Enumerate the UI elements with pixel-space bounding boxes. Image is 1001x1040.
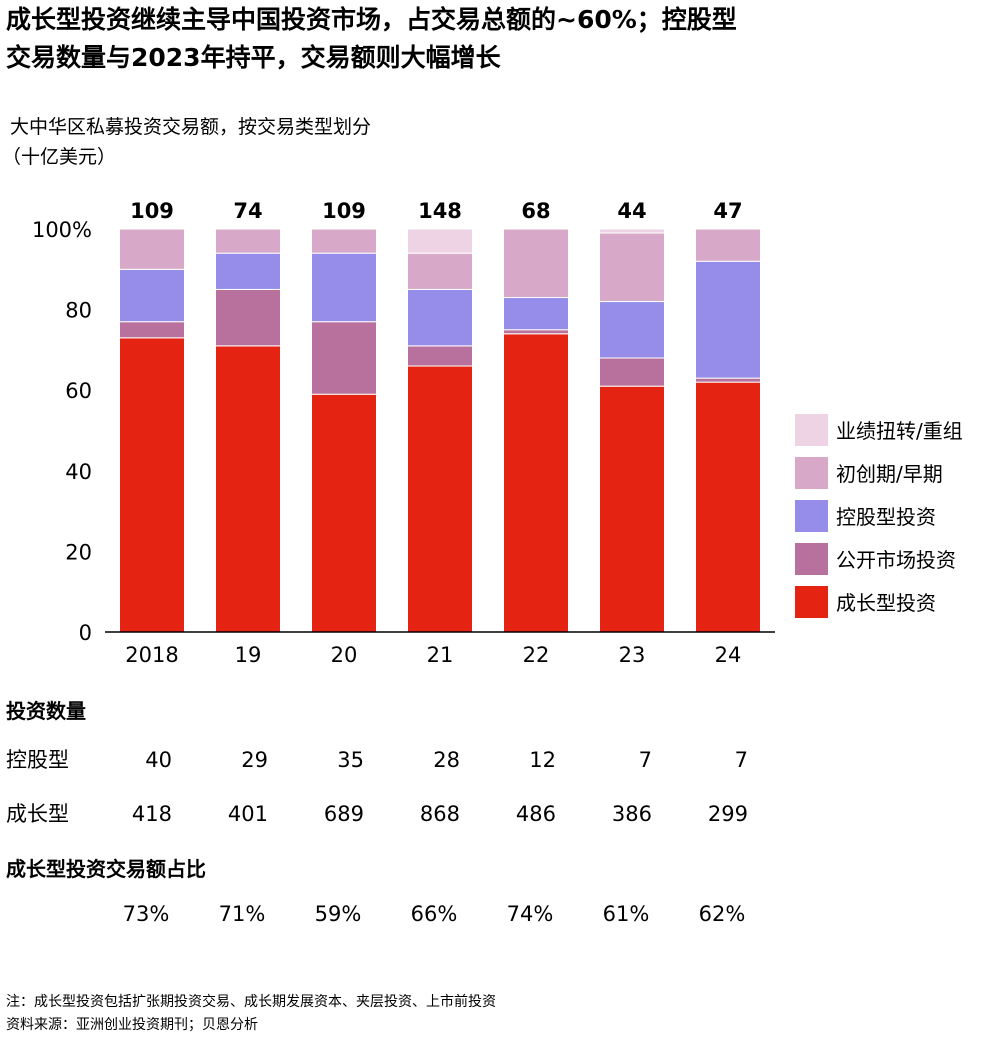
y-tick-label: 80 bbox=[65, 299, 92, 323]
x-tick-label: 22 bbox=[523, 643, 550, 667]
bar-segment bbox=[119, 228, 185, 270]
share-label: 73% bbox=[123, 902, 170, 926]
subtitle-line: （十亿美元） bbox=[2, 146, 116, 168]
cell: 12 bbox=[529, 748, 556, 772]
share-title: 成长型投资交易额占比 bbox=[6, 857, 206, 881]
bar-segment bbox=[695, 228, 761, 262]
legend-label: 控股型投资 bbox=[836, 505, 936, 529]
legend-swatch bbox=[795, 543, 828, 575]
bar-segment bbox=[599, 232, 665, 303]
y-tick-label: 0 bbox=[79, 621, 92, 645]
bar-segment bbox=[695, 260, 761, 379]
row-label: 控股型 bbox=[6, 748, 69, 772]
share-label: 74% bbox=[507, 902, 554, 926]
cell: 7 bbox=[735, 748, 748, 772]
bar-segment bbox=[119, 337, 185, 633]
bar-segment bbox=[407, 252, 473, 290]
total-label: 74 bbox=[233, 199, 262, 223]
x-tick-label: 19 bbox=[235, 643, 262, 667]
bar-segment bbox=[119, 321, 185, 339]
bar-segment bbox=[119, 268, 185, 323]
legend-swatch bbox=[795, 500, 828, 532]
cell: 40 bbox=[145, 748, 172, 772]
total-label: 109 bbox=[322, 199, 366, 223]
cell: 401 bbox=[228, 802, 268, 826]
bar-segment bbox=[599, 385, 665, 633]
x-tick-label: 20 bbox=[331, 643, 358, 667]
cell: 868 bbox=[420, 802, 460, 826]
bar-segment bbox=[407, 345, 473, 367]
total-label: 44 bbox=[617, 199, 646, 223]
title-line: 成长型投资继续主导中国投资市场，占交易总额的~60%；控股型 bbox=[6, 5, 737, 34]
y-tick-label: 20 bbox=[65, 540, 92, 564]
x-tick-label: 23 bbox=[619, 643, 646, 667]
total-label: 68 bbox=[521, 199, 550, 223]
legend-label: 初创期/早期 bbox=[836, 462, 943, 486]
bar-segment bbox=[215, 345, 281, 633]
bar-segment bbox=[311, 252, 377, 323]
bar-segment bbox=[599, 301, 665, 359]
table-title: 投资数量 bbox=[6, 699, 86, 723]
total-label: 47 bbox=[713, 199, 742, 223]
cell: 689 bbox=[324, 802, 364, 826]
cell: 29 bbox=[241, 748, 268, 772]
bar-segment bbox=[695, 381, 761, 633]
bar-segment bbox=[407, 228, 473, 254]
y-tick-label: 100% bbox=[32, 218, 92, 242]
cell: 486 bbox=[516, 802, 556, 826]
cell: 28 bbox=[433, 748, 460, 772]
bar-segment bbox=[215, 252, 281, 290]
row-label: 成长型 bbox=[6, 802, 69, 826]
bar-segment bbox=[311, 393, 377, 633]
bar-segment bbox=[503, 297, 569, 331]
share-label: 62% bbox=[699, 902, 746, 926]
note: 注：成长型投资包括扩张期投资交易、成长期发展资本、夹层投资、上市前投资 bbox=[6, 993, 496, 1010]
total-label: 109 bbox=[130, 199, 174, 223]
note: 资料来源：亚洲创业投资期刊；贝恩分析 bbox=[6, 1017, 258, 1033]
bar-segment bbox=[503, 228, 569, 299]
legend-swatch bbox=[795, 414, 828, 446]
share-label: 71% bbox=[219, 902, 266, 926]
bar-segment bbox=[215, 288, 281, 347]
y-tick-label: 40 bbox=[65, 460, 92, 484]
bar-segment bbox=[407, 288, 473, 347]
total-label: 148 bbox=[418, 199, 462, 223]
share-label: 66% bbox=[411, 902, 458, 926]
legend-label: 业绩扭转/重组 bbox=[836, 419, 963, 443]
cell: 386 bbox=[612, 802, 652, 826]
y-tick-label: 60 bbox=[65, 379, 92, 403]
share-label: 59% bbox=[315, 902, 362, 926]
x-tick-label: 21 bbox=[427, 643, 454, 667]
legend-swatch bbox=[795, 457, 828, 489]
bar-segment bbox=[503, 329, 569, 335]
bar-segment bbox=[311, 228, 377, 254]
bar-segment bbox=[215, 228, 281, 254]
bar-segment bbox=[311, 321, 377, 395]
legend-label: 公开市场投资 bbox=[836, 548, 956, 572]
legend-label: 成长型投资 bbox=[836, 591, 936, 615]
subtitle-line: 大中华区私募投资交易额，按交易类型划分 bbox=[10, 116, 371, 138]
legend-swatch bbox=[795, 586, 828, 618]
bar-segment bbox=[599, 228, 665, 234]
x-tick-label: 24 bbox=[715, 643, 742, 667]
cell: 35 bbox=[337, 748, 364, 772]
cell: 7 bbox=[639, 748, 652, 772]
x-tick-label: 2018 bbox=[125, 643, 178, 667]
bar-segment bbox=[695, 377, 761, 383]
bar-segment bbox=[503, 333, 569, 633]
title-line: 交易数量与2023年持平，交易额则大幅增长 bbox=[6, 43, 502, 72]
cell: 299 bbox=[708, 802, 748, 826]
cell: 418 bbox=[132, 802, 172, 826]
bar-segment bbox=[407, 365, 473, 633]
bar-segment bbox=[599, 357, 665, 387]
share-label: 61% bbox=[603, 902, 650, 926]
